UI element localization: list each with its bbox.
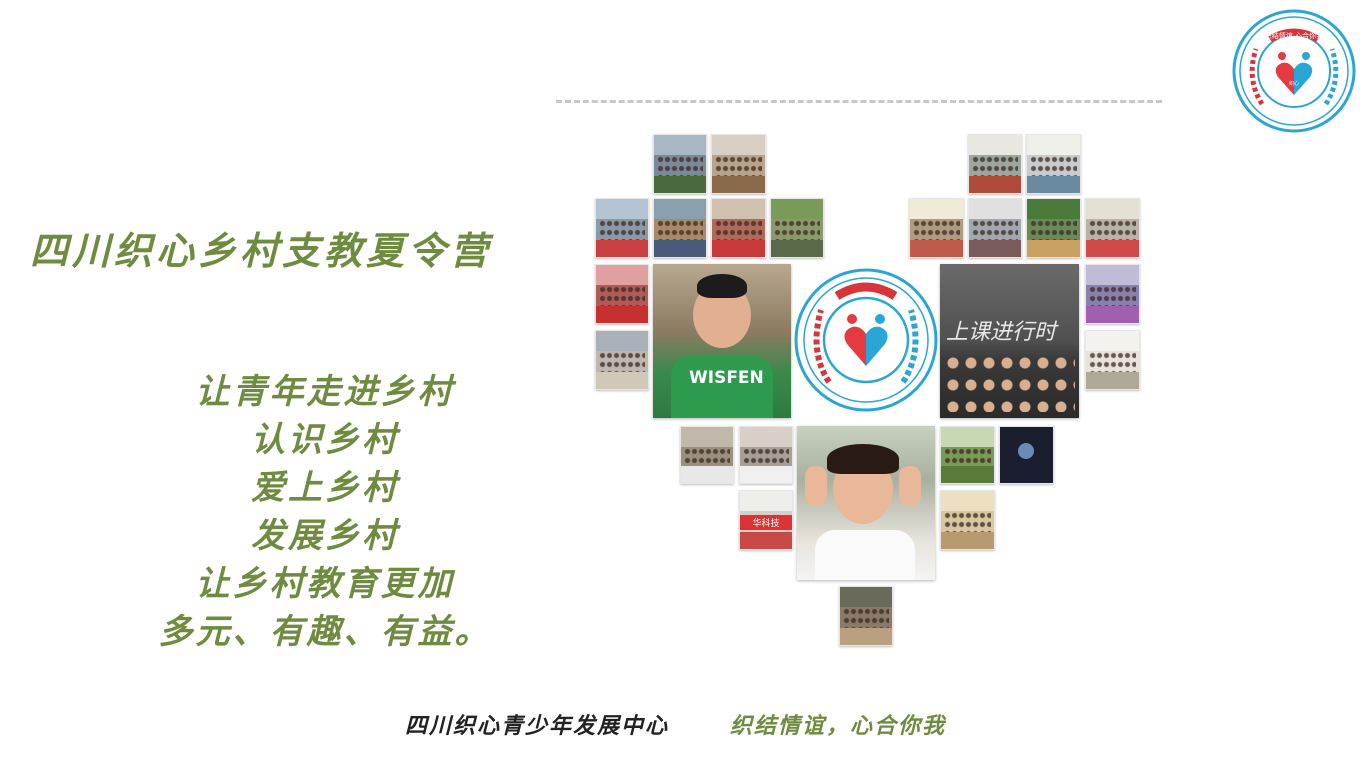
photo-chalkboard-class: 上课进行时 [940,264,1079,418]
photo-tile [909,198,964,258]
photo-tile [968,134,1022,194]
heart-icon [844,314,888,366]
photo-tile [739,426,793,484]
laurel-right-icon [1323,48,1339,106]
heart-icon [1275,52,1313,95]
photo-tile: 华科技 [739,490,793,550]
photo-tile [711,134,766,194]
photo-tile [653,198,707,258]
slogan-line: 发展乡村 [251,516,399,556]
hair-shape [697,274,747,298]
laurel-left-icon [1249,48,1265,106]
laurel-right-icon [900,309,919,384]
slogan-line: 让青年走进乡村 [195,372,455,412]
hand-shape [805,466,827,506]
photo-tile [595,264,649,324]
photo-tile [1085,264,1140,324]
organization-logo: 织结情谊 心合你我 织心 [1232,9,1356,133]
photo-tile [1026,134,1081,194]
photo-tile [839,586,893,646]
slogan-line: 让乡村教育更加 [195,564,455,604]
slogan-line: 多元、有趣、有益。 [158,612,492,652]
decorative-dashed-line [556,100,1162,103]
slogan-line: 认识乡村 [251,420,399,460]
photo-tile [595,330,649,390]
photo-tile [1085,330,1140,390]
shirt-text: WISFEN [689,368,764,388]
photo-tile [711,198,766,258]
photo-tile [653,134,707,194]
hand-shape [899,466,921,506]
footer-organization: 四川织心青少年发展中心 [405,713,670,739]
photo-tile [940,426,995,484]
center-logo [793,262,939,418]
chalkboard-text: 上课进行时 [946,320,1057,345]
shirt-shape [671,356,773,418]
photo-tile [770,198,824,258]
photo-tile [1026,198,1081,258]
photo-tile [595,198,649,258]
photo-tile [680,426,734,484]
slogan-line: 爱上乡村 [251,468,399,508]
hair-shape [827,444,899,474]
photo-tile [940,490,995,550]
students-shape [944,352,1075,412]
photo-girl [797,426,935,580]
photo-tile [999,426,1054,484]
photo-boy: WISFEN [653,264,791,418]
photo-tile [1085,198,1140,258]
shirt-shape [815,530,915,580]
logo-inner-text: 织心 [1289,80,1299,87]
footer-motto: 织结情谊，心合你我 [730,713,947,739]
page-title: 四川织心乡村支教夏令营 [30,228,493,273]
laurel-left-icon [813,309,832,384]
photo-sign-text: 华科技 [740,515,792,530]
photo-tile [968,198,1022,258]
logo-top-text: 织结情谊 心合你我 [1265,31,1323,40]
slogan-block: 让青年走进乡村 认识乡村 爱上乡村 发展乡村 让乡村教育更加 多元、有趣、有益。 [120,368,530,656]
